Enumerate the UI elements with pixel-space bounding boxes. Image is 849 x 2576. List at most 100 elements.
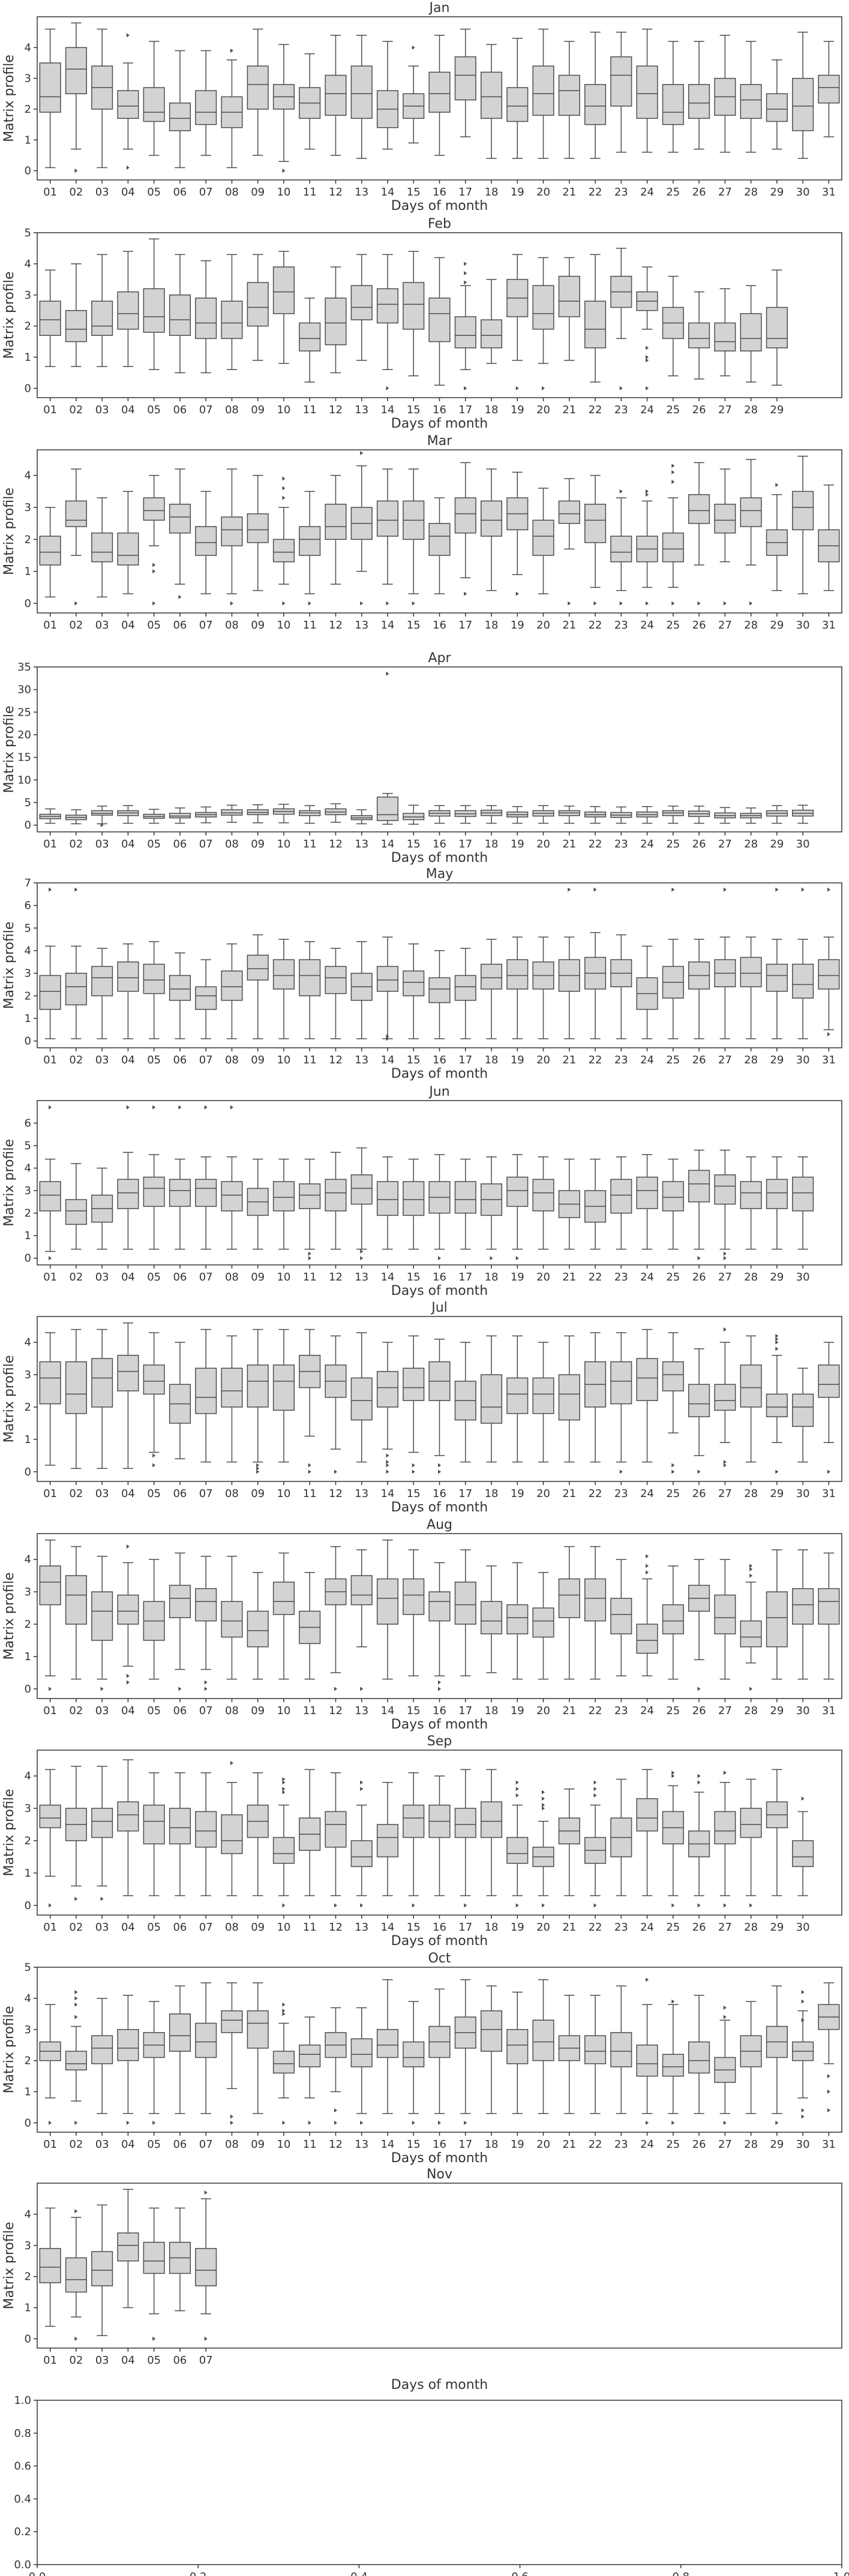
x-tick-label: 24 [640,619,654,632]
x-tick-label: 23 [614,186,628,199]
flier-point [542,1806,545,1811]
x-tick-label: 03 [95,1705,109,1717]
flier-point [697,1903,701,1908]
x-tick-label: 09 [251,1487,265,1500]
flier-point [230,601,233,606]
x-tick-label: 03 [95,1921,109,1934]
box-iqr [169,2013,191,2052]
box-day-22 [584,1546,607,1680]
x-tick-label: 30 [796,838,810,850]
box-day-17 [454,28,476,137]
box-day-17 [454,1342,476,1463]
box-day-03 [91,2204,113,2336]
x-tick-label: 01 [43,1705,57,1717]
flier-point [152,1453,156,1458]
axes-frame [37,1533,842,1699]
x-tick-label: 10 [277,1921,290,1934]
x-tick-label: 29 [770,2138,784,2151]
x-tick-label: 23 [614,404,628,416]
x-tick-label: 14 [381,838,395,850]
x-tick-label: 19 [511,1921,524,1934]
box-day-18 [480,939,503,1039]
x-tick-label: 13 [355,1921,368,1934]
x-tick-label: 13 [355,2138,368,2151]
x-tick-label: 27 [718,838,732,850]
x-tick-label: 29 [770,619,784,632]
flier-point [412,45,415,50]
flier-point [100,823,104,828]
box-day-22 [584,1994,607,2114]
x-tick-label: 04 [121,404,135,416]
box-day-13 [350,1780,373,1908]
box-day-27 [714,887,736,1039]
flier-point [749,1564,753,1568]
box-day-14 [376,936,399,1041]
box-day-09 [247,1772,269,1896]
x-tick-label: 01 [43,619,57,632]
flier-point [646,601,649,606]
x-tick-label: 04 [121,1054,135,1066]
flier-point [152,563,156,567]
box-iqr [403,2041,425,2067]
x-tick-label: 25 [666,1921,680,1934]
box-day-01 [39,1540,61,1691]
x-tick-label: 01 [43,1271,57,1284]
box-day-22 [584,1332,607,1463]
x-tick-label: 18 [485,1054,499,1066]
box-day-26 [688,1559,710,1691]
x-tick-label: 08 [225,2138,239,2151]
box-day-04 [117,1994,139,2125]
box-day-13 [350,941,373,1039]
y-tick-label: 3 [25,1586,31,1598]
box-iqr [65,1361,87,1414]
x-tick-label: 10 [277,838,290,850]
box-iqr [143,87,165,122]
x-tick-label: 09 [251,1271,265,1284]
x-tick-label: 02 [69,1921,83,1934]
box-iqr [169,1808,191,1845]
box-iqr [480,500,503,537]
x-tick-label: 25 [666,838,680,850]
box-iqr [195,2022,217,2058]
flier-point [697,1469,701,1474]
x-tick-label: 23 [614,619,628,632]
y-tick-label: 3 [25,967,31,980]
x-tick-label: 02 [69,1705,83,1717]
box-day-20 [532,1790,554,1908]
x-tick-label: 14 [381,1054,395,1066]
box-iqr [792,963,814,999]
box-day-25 [662,887,684,1039]
x-tick-label: 28 [744,1487,758,1500]
x-tick-label: 15 [407,1487,421,1500]
box-day-21 [558,887,580,1039]
box-day-24 [636,1328,658,1463]
box-day-14 [376,1782,399,1896]
subplot-title: Sep [427,1734,452,1749]
flier-point [801,2108,805,2113]
box-iqr [558,1578,580,1618]
subplot-title: Jan [428,1,450,16]
flier-point [619,1469,623,1474]
x-tick-label: 0.6 [511,2571,529,2576]
box-iqr [636,1798,658,1832]
x-tick-label: 29 [770,1054,784,1066]
subplot-title: Nov [427,2167,452,2182]
flier-point [593,1787,597,1792]
box-day-04 [117,1759,139,1896]
flier-point [334,1903,337,1908]
box-day-09 [247,1982,269,2114]
x-tick-label: 11 [303,404,317,416]
box-iqr [662,2054,684,2077]
y-tick-label: 4 [25,945,31,957]
box-day-26 [688,939,710,1039]
flier-point [671,1903,675,1908]
box-iqr [480,1801,503,1838]
x-tick-label: 16 [433,619,446,632]
box-iqr [169,102,191,131]
flier-point [74,1896,78,1901]
box-day-04 [117,805,139,824]
box-iqr [454,1582,476,1625]
box-day-27 [714,807,736,824]
x-tick-label: 05 [147,2354,161,2367]
x-tick-label: 27 [718,1921,732,1934]
